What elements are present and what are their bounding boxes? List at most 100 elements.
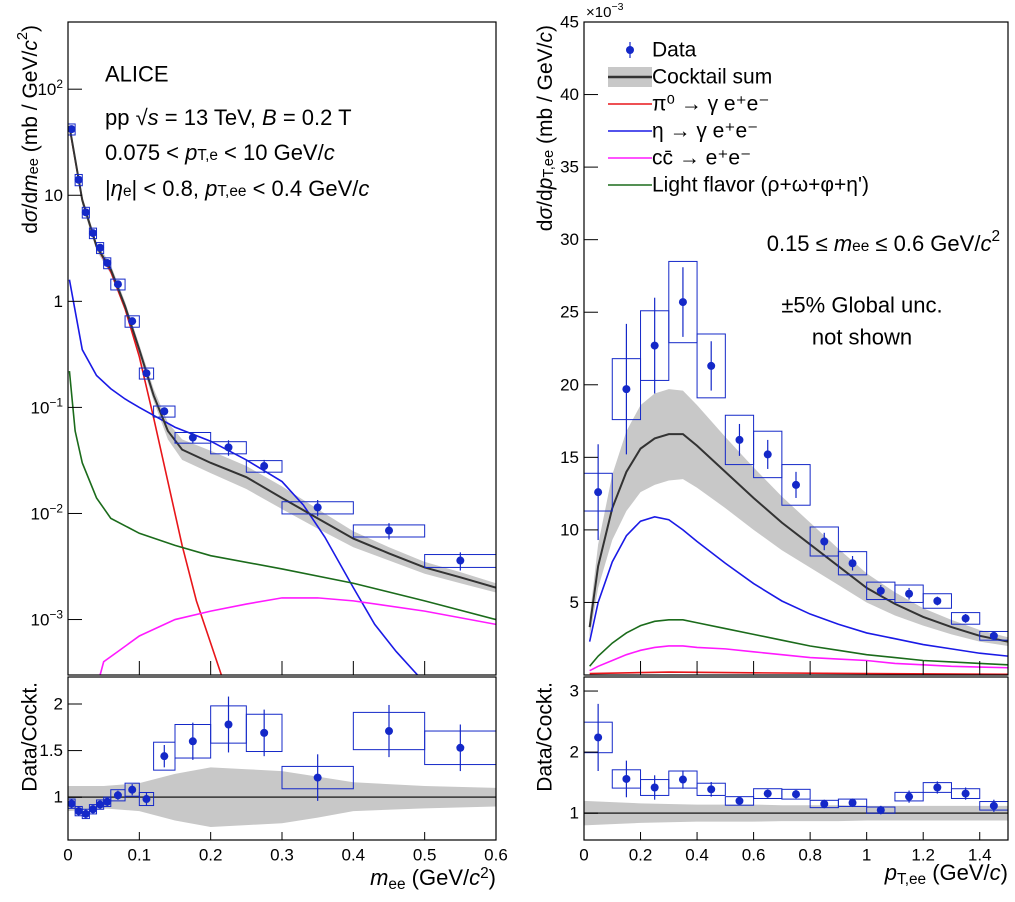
x-tick-label: 0.8 <box>798 846 822 865</box>
data-point <box>650 783 659 792</box>
data-point <box>735 796 744 805</box>
syst-box <box>124 315 140 328</box>
y-tick-label: 1 <box>54 788 63 807</box>
data-point <box>905 589 914 598</box>
syst-box <box>781 464 811 506</box>
data-point <box>88 229 97 238</box>
text-part: σ <box>534 206 557 220</box>
data-point <box>989 801 998 810</box>
plot-area <box>68 696 496 827</box>
text-part: 10 <box>31 610 50 629</box>
text-part: η <box>111 176 123 201</box>
plot-area <box>584 703 1008 826</box>
component-line <box>68 126 223 675</box>
legend-label: Light flavor (ρ+ω+φ+η') <box>652 174 869 197</box>
data-point <box>763 450 772 459</box>
x-tick-label: 0.6 <box>484 846 508 865</box>
text-part: (mb / GeV/ <box>19 51 42 159</box>
plot-area <box>68 122 496 675</box>
text-part: p <box>534 178 557 191</box>
text-part: T,ee <box>217 183 246 200</box>
y-tick-label: 2 <box>570 743 579 762</box>
data-point <box>224 443 233 452</box>
annotation: 0.075 < pT,e < 10 GeV/c <box>105 140 335 165</box>
y-tick-label: 3 <box>570 682 579 701</box>
data-point <box>96 243 105 252</box>
y-tick-label: 25 <box>560 303 579 322</box>
y-axis-title: Data/Cockt. <box>19 682 42 792</box>
data-point <box>622 774 631 783</box>
x-axis-title: mee (GeV/c2) <box>370 865 496 893</box>
text-part: ) <box>489 865 496 890</box>
text-part: /d <box>534 189 557 207</box>
data-point <box>113 791 122 800</box>
y-tick-label: 15 <box>560 448 579 467</box>
y-axis-title: Data/Cockt. <box>534 682 557 792</box>
component-line <box>589 619 1008 667</box>
text-part: = 0.2 T <box>277 105 352 130</box>
data-point <box>128 785 137 794</box>
y-tick-label: 2 <box>54 695 63 714</box>
text-part: p <box>204 176 217 201</box>
text-part: c <box>469 865 480 890</box>
y-tick-label: 10 <box>560 520 579 539</box>
text-part: 0.075 < <box>105 140 185 165</box>
text-part: ) <box>1001 860 1008 885</box>
syst-box <box>837 551 868 576</box>
syst-box <box>153 405 176 418</box>
x-tick-label: 1.2 <box>911 846 935 865</box>
text-part: m <box>19 174 42 192</box>
x-tick-label: 0.5 <box>413 846 437 865</box>
x-tick-label: 1 <box>862 846 871 865</box>
x-tick-label: 0.4 <box>685 846 709 865</box>
data-point <box>792 480 800 489</box>
text-part: m <box>834 231 852 256</box>
text-part: 10 <box>37 80 56 99</box>
data-point <box>81 809 90 818</box>
y-tick-label: 102 <box>37 77 63 99</box>
data-point <box>160 407 169 416</box>
text-part: m <box>370 865 388 890</box>
text-part: c <box>358 176 369 201</box>
text-part: < 10 GeV/ <box>218 140 325 165</box>
text-part: 2 <box>56 77 63 91</box>
y-tick-label: 10−2 <box>31 501 64 523</box>
data-point <box>456 743 465 752</box>
legend-label: η → γ e⁺e⁻ <box>652 120 758 143</box>
text-part: 2 <box>991 228 1000 245</box>
x-axis-title: pT,ee (GeV/c) <box>884 860 1008 888</box>
text-part: ee <box>852 238 869 255</box>
y-axis-title: dσ/dpT,ee (mb / GeV/c) <box>534 25 557 231</box>
data-point <box>224 720 233 729</box>
y-multiplier: ×10−3 <box>586 1 624 20</box>
text-part: c <box>980 231 991 256</box>
x-tick-label: 1.4 <box>968 846 992 865</box>
data-point <box>735 435 744 444</box>
data-point <box>961 789 970 798</box>
x-tick-label: 0 <box>63 846 72 865</box>
legend-label: Data <box>652 39 697 62</box>
syst-box <box>950 612 981 625</box>
data-point <box>113 280 122 289</box>
y-tick-label: 1 <box>54 292 63 311</box>
annotation: 0.15 ≤ mee ≤ 0.6 GeV/c2 <box>767 228 1000 256</box>
text-part: = 13 TeV, <box>159 105 262 130</box>
y-tick-label: 1.5 <box>39 741 63 760</box>
text-part: e <box>123 183 132 200</box>
text-part: 10 <box>31 504 50 523</box>
text-part: (mb / GeV/ <box>534 42 557 150</box>
syst-box <box>110 278 126 291</box>
data-point <box>792 790 800 799</box>
text-part: 2 <box>480 865 489 882</box>
text-part: T,ee <box>897 871 926 888</box>
text-part: | <box>105 176 111 201</box>
syst-box <box>753 430 783 479</box>
axes-frame <box>583 21 1009 676</box>
text-part: s <box>148 105 159 130</box>
text-part: σ <box>19 208 42 222</box>
annotation: pp √s = 13 TeV, B = 0.2 T <box>105 105 352 130</box>
x-tick-label: 0.2 <box>199 846 223 865</box>
y-tick-label: 10 <box>44 186 63 205</box>
text-part: ee <box>26 158 42 174</box>
text-part: p <box>884 860 897 885</box>
